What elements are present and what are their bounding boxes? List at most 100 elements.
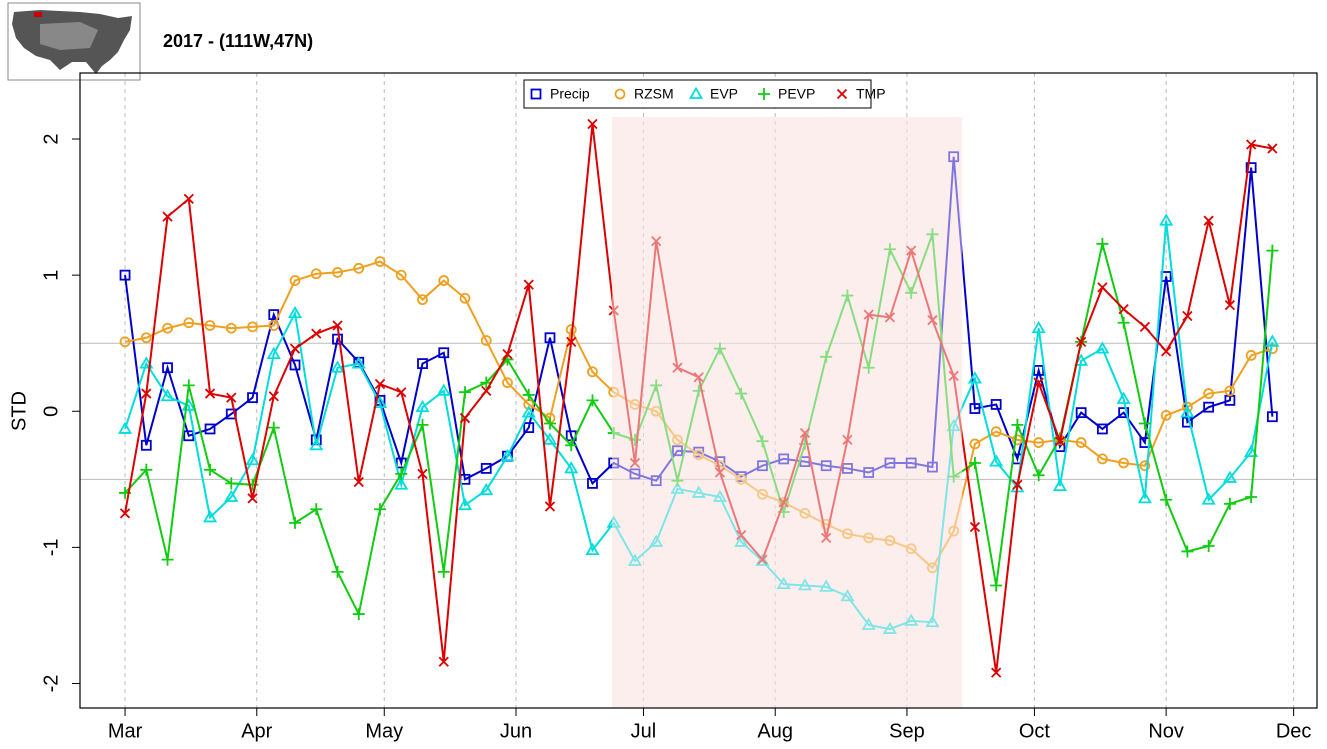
y-tick-label: -1 [40,538,62,556]
data-point [1033,365,1045,376]
data-point [438,656,449,667]
data-point [481,385,492,396]
data-point [1202,540,1215,553]
legend-marker [688,86,704,99]
data-point [374,378,386,390]
data-point [1222,470,1237,483]
data-point [1267,143,1278,154]
data-point [247,392,258,404]
data-point [1116,391,1131,404]
data-point [289,516,302,529]
data-point [225,322,237,334]
data-point [140,463,153,476]
data-point [458,386,471,399]
data-point [1266,411,1278,423]
x-tick-label: Apr [241,720,272,742]
data-point [1118,304,1129,315]
map-marker [34,12,42,17]
data-point [204,388,216,399]
legend-label: EVP [710,86,738,102]
data-point [1265,334,1280,347]
data-point [1074,353,1089,366]
data-point [310,503,323,516]
data-point [119,336,131,348]
data-point [247,493,258,504]
data-point [1224,299,1236,311]
data-point [1075,407,1087,419]
data-point [267,421,280,434]
plot-frame [79,72,1318,709]
data-point [1076,336,1087,347]
data-point [523,422,535,433]
data-point [544,332,556,344]
data-point [1031,320,1046,334]
data-point [1245,139,1257,150]
data-point [1137,491,1152,504]
data-point [969,521,981,533]
data-point [1118,407,1130,419]
data-point [1054,436,1066,447]
data-point [247,321,258,333]
data-point [162,211,173,222]
data-point [587,366,598,378]
data-point [459,292,471,304]
data-point [969,403,981,414]
data-point [480,335,492,346]
legend-marker [836,88,848,100]
data-point [246,478,259,491]
legend-label: TMP [856,86,886,102]
data-point [1266,244,1279,257]
data-point [204,320,216,331]
data-point [969,438,981,450]
data-point [436,383,451,396]
data-point [459,412,471,424]
data-point [289,275,301,286]
data-point [565,439,578,452]
data-point [1032,469,1045,482]
data-point [522,388,535,401]
data-point [204,423,216,435]
data-point [204,463,217,476]
data-point [1097,453,1108,465]
chart-title: 2017 - (111W,47N) [163,31,313,51]
x-tick-label: Jul [631,720,657,742]
data-point [1138,417,1151,430]
data-point [1095,341,1110,354]
data-point [395,269,407,281]
x-tick-label: Jun [500,720,532,742]
data-point [141,388,152,399]
data-point [968,456,981,469]
data-point [585,542,600,556]
data-point [394,477,409,490]
data-point [183,193,194,205]
data-point [353,476,364,488]
data-point [287,305,303,319]
legend-marker [530,88,542,100]
x-tick-label: Dec [1276,720,1312,742]
data-point [1012,479,1023,490]
data-point [1096,237,1109,250]
data-point [990,426,1002,438]
data-point [119,269,131,281]
data-point [1159,213,1174,226]
data-point [542,432,558,445]
data-point [140,439,152,451]
data-point [119,508,131,519]
data-point [1244,444,1259,457]
data-point [989,454,1004,467]
data-point [162,322,173,334]
y-tick-label: 1 [40,270,62,281]
data-point [480,463,492,474]
data-point [566,336,577,347]
data-point [374,256,386,267]
data-point [332,333,343,345]
data-point [1097,423,1108,435]
data-point [1182,310,1193,322]
data-point [457,497,473,511]
map-thumbnail [7,2,141,81]
data-point [502,348,513,360]
data-point [331,565,344,578]
data-point [1245,491,1258,504]
data-point [202,510,218,523]
data-point [309,437,324,451]
